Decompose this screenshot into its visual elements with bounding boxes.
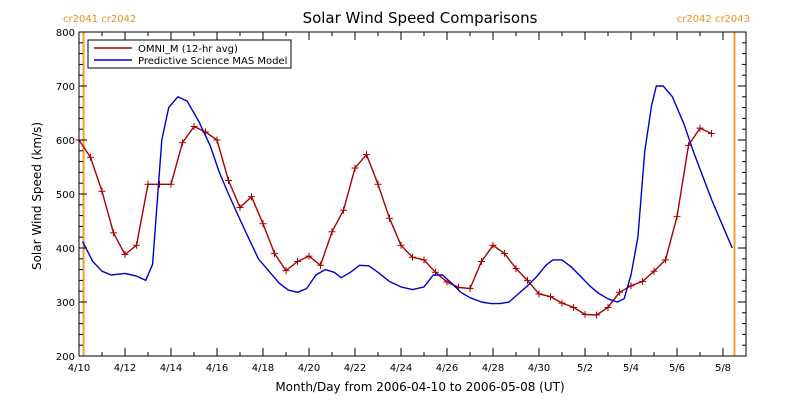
y-tick-label: 500 — [56, 190, 75, 201]
data-point — [133, 241, 140, 249]
y-axis-label: Solar Wind Speed (km/s) — [30, 122, 44, 270]
data-point — [650, 267, 658, 275]
x-tick-label: 5/8 — [715, 363, 731, 374]
data-point — [259, 220, 267, 228]
data-point — [535, 290, 543, 298]
data-point — [225, 177, 232, 184]
x-tick-label: 4/20 — [298, 363, 320, 374]
plot-area-frame — [78, 31, 747, 357]
y-axis-ticks: 200 300 400 500 600 700 800 — [56, 28, 746, 363]
x-tick-label: 4/26 — [436, 363, 458, 374]
data-point — [110, 229, 117, 237]
data-point — [420, 256, 428, 264]
legend: OMNI_M (12-hr avg)Predictive Science MAS… — [87, 39, 292, 69]
data-point — [121, 250, 129, 258]
y-tick-label: 200 — [56, 352, 75, 363]
data-point — [558, 299, 566, 307]
data-point — [708, 130, 715, 138]
x-tick-label: 4/12 — [114, 363, 136, 374]
series-line-2 — [81, 85, 733, 305]
data-point — [616, 288, 623, 296]
x-tick-label: 4/16 — [206, 363, 228, 374]
data-point — [604, 303, 612, 311]
data-point — [696, 124, 704, 132]
y-tick-label: 800 — [56, 28, 75, 39]
data-point — [271, 249, 278, 257]
data-point — [144, 180, 152, 188]
cr-label-1: cr2041 cr2042 — [63, 14, 136, 25]
data-point — [87, 153, 94, 161]
chart-title: Solar Wind Speed Comparisons — [303, 9, 538, 27]
data-point — [374, 180, 382, 188]
x-tick-label: 4/30 — [528, 363, 550, 374]
x-tick-label: 4/10 — [68, 363, 90, 374]
legend-label-2: Predictive Science MAS Model — [138, 56, 287, 67]
data-point — [317, 261, 324, 269]
data-point — [98, 187, 106, 195]
data-point — [581, 310, 589, 318]
data-point — [340, 206, 347, 214]
data-point — [363, 151, 370, 159]
data-point — [248, 193, 255, 201]
data-point — [547, 293, 554, 301]
data-point — [639, 277, 646, 285]
y-tick-label: 400 — [56, 244, 75, 255]
x-tick-label: 4/24 — [390, 363, 412, 374]
data-point — [190, 123, 198, 130]
data-point — [512, 265, 520, 273]
y-tick-label: 300 — [56, 298, 75, 309]
x-tick-label: 4/18 — [252, 363, 274, 374]
data-point — [305, 252, 313, 260]
y-tick-label: 600 — [56, 136, 75, 147]
data-point — [397, 241, 405, 249]
data-point — [156, 180, 163, 188]
data-point — [524, 276, 531, 284]
data-point — [328, 228, 336, 236]
data-point — [351, 164, 359, 172]
data-point — [478, 258, 485, 265]
data-point — [236, 204, 244, 211]
data-point — [466, 285, 474, 292]
legend-box — [87, 39, 292, 69]
data-point — [179, 139, 186, 147]
data-point — [282, 267, 290, 275]
data-point — [570, 303, 577, 311]
x-axis-ticks: 4/10 4/12 4/14 4/16 4/18 4/20 4/22 4/24 4/26 4/28… — [68, 32, 747, 374]
legend-label-1: OMNI_M (12-hr avg) — [138, 44, 238, 55]
cr-label-2: cr2042 cr2043 — [677, 14, 750, 25]
data-point — [627, 282, 635, 290]
x-tick-label: 5/6 — [669, 363, 685, 374]
data-point — [294, 258, 301, 265]
data-point — [489, 241, 497, 249]
data-point — [386, 214, 393, 222]
data-point — [593, 311, 600, 319]
x-tick-label: 4/28 — [482, 363, 504, 374]
y-tick-label: 700 — [56, 82, 75, 93]
x-tick-label: 5/2 — [577, 363, 593, 374]
data-point — [662, 256, 669, 264]
data-point — [673, 213, 681, 221]
x-tick-label: 5/4 — [623, 363, 639, 374]
series-line-1 — [78, 125, 712, 316]
data-point — [167, 180, 175, 188]
data-point — [409, 253, 416, 261]
x-tick-label: 4/14 — [160, 363, 182, 374]
data-point — [501, 249, 508, 257]
series-layer — [75, 85, 733, 319]
x-tick-label: 4/22 — [344, 363, 366, 374]
x-axis-label: Month/Day from 2006-04-10 to 2006-05-08 … — [275, 380, 564, 394]
data-point — [213, 136, 221, 144]
